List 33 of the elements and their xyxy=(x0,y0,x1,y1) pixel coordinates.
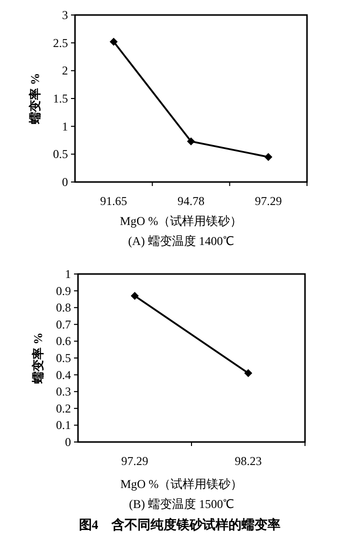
y-tick-label: 0.2 xyxy=(56,401,71,416)
y-tick-label: 0.5 xyxy=(53,147,68,162)
x-axis-title: MgO %（试样用镁砂） xyxy=(120,477,243,491)
x-tick-label: 98.23 xyxy=(234,454,262,468)
x-tick-label: 91.65 xyxy=(100,194,128,208)
x-tick-label: 97.29 xyxy=(121,454,148,468)
y-tick-label: 2 xyxy=(62,64,68,78)
point xyxy=(110,38,118,46)
y-tick-label: 0 xyxy=(62,175,68,189)
y-tick-label: 1.5 xyxy=(53,92,68,106)
x-axis-title: MgO %（试样用镁砂） xyxy=(120,214,242,228)
y-tick-label: 0.5 xyxy=(56,351,71,365)
y-tick-label: 1 xyxy=(62,119,68,134)
point xyxy=(264,152,272,161)
y-axis-title: 蠕变率 % xyxy=(31,332,45,384)
y-tick-label: 3 xyxy=(62,8,68,22)
y-tick-label: 0.6 xyxy=(56,334,71,348)
y-tick-label: 2.5 xyxy=(53,36,68,50)
y-tick-label: 0.1 xyxy=(56,418,71,432)
y-tick-label: 0 xyxy=(65,435,71,449)
y-tick-label: 0.4 xyxy=(56,368,71,382)
y-axis-title: 蠕变率 % xyxy=(28,73,42,125)
y-tick-label: 0.7 xyxy=(56,317,71,332)
x-tick-label: 97.29 xyxy=(254,194,282,208)
caption: 图4 含不同纯度镁砂试样的蠕变率 xyxy=(78,517,280,532)
y-tick-label: 0.9 xyxy=(56,284,71,298)
y-tick-label: 1 xyxy=(65,267,71,281)
text: (B) 蠕变温度 1500℃ xyxy=(129,497,234,511)
text: (A) 蠕变温度 1400℃ xyxy=(128,234,234,248)
y-tick-label: 0.3 xyxy=(56,384,71,399)
y-tick-label: 0.8 xyxy=(56,300,71,315)
x-tick-label: 94.78 xyxy=(178,194,204,208)
point xyxy=(187,137,195,146)
